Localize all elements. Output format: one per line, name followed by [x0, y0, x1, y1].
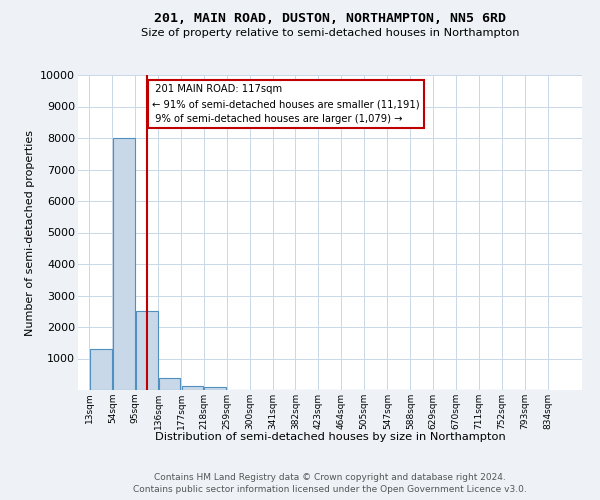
Bar: [182, 386, 203, 390]
Text: 201 MAIN ROAD: 117sqm
← 91% of semi-detached houses are smaller (11,191)
 9% of : 201 MAIN ROAD: 117sqm ← 91% of semi-deta…: [152, 84, 419, 124]
Text: Contains HM Land Registry data © Crown copyright and database right 2024.: Contains HM Land Registry data © Crown c…: [154, 472, 506, 482]
Bar: [205, 387, 226, 390]
Text: 201, MAIN ROAD, DUSTON, NORTHAMPTON, NN5 6RD: 201, MAIN ROAD, DUSTON, NORTHAMPTON, NN5…: [154, 12, 506, 26]
Text: Contains public sector information licensed under the Open Government Licence v3: Contains public sector information licen…: [133, 485, 527, 494]
Bar: [113, 138, 134, 390]
Text: Distribution of semi-detached houses by size in Northampton: Distribution of semi-detached houses by …: [155, 432, 505, 442]
Text: Size of property relative to semi-detached houses in Northampton: Size of property relative to semi-detach…: [141, 28, 519, 38]
Bar: [158, 378, 181, 390]
Y-axis label: Number of semi-detached properties: Number of semi-detached properties: [25, 130, 35, 336]
Bar: [90, 349, 112, 390]
Bar: [136, 311, 158, 390]
